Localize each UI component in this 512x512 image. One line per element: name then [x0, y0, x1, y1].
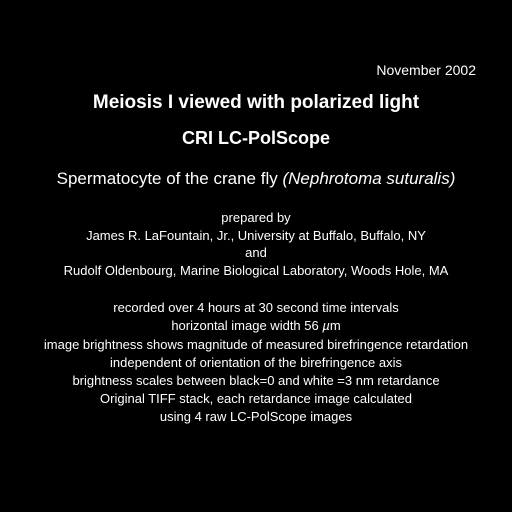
details-block: recorded over 4 hours at 30 second time …: [0, 299, 512, 426]
and-label: and: [0, 244, 512, 262]
author-2: Rudolf Oldenbourg, Marine Biological Lab…: [0, 262, 512, 280]
detail-line-4: independent of orientation of the birefr…: [0, 354, 512, 372]
subtitle: Spermatocyte of the crane fly (Nephrotom…: [0, 169, 512, 189]
date-text: November 2002: [376, 62, 476, 78]
detail-line-2: horizontal image width 56 µm: [0, 317, 512, 335]
detail-line-3: image brightness shows magnitude of meas…: [0, 336, 512, 354]
micro-symbol: µ: [322, 318, 330, 333]
prepared-by-label: prepared by: [0, 209, 512, 227]
title-card: November 2002 Meiosis I viewed with pola…: [0, 0, 512, 512]
subtitle-plain: Spermatocyte of the crane fly: [57, 169, 283, 188]
detail-line-5: brightness scales between black=0 and wh…: [0, 372, 512, 390]
subtitle-species: (Nephrotoma suturalis): [282, 169, 455, 188]
credits-block: prepared by James R. LaFountain, Jr., Un…: [0, 209, 512, 279]
main-title-line1: Meiosis I viewed with polarized light: [0, 92, 512, 114]
author-1: James R. LaFountain, Jr., University at …: [0, 227, 512, 245]
detail-line-1: recorded over 4 hours at 30 second time …: [0, 299, 512, 317]
detail-line-7: using 4 raw LC-PolScope images: [0, 408, 512, 426]
detail-line-2-post: m: [330, 318, 341, 333]
detail-line-6: Original TIFF stack, each retardance ima…: [0, 390, 512, 408]
detail-line-2-pre: horizontal image width 56: [171, 318, 322, 333]
main-title-line2: CRI LC-PolScope: [0, 128, 512, 149]
